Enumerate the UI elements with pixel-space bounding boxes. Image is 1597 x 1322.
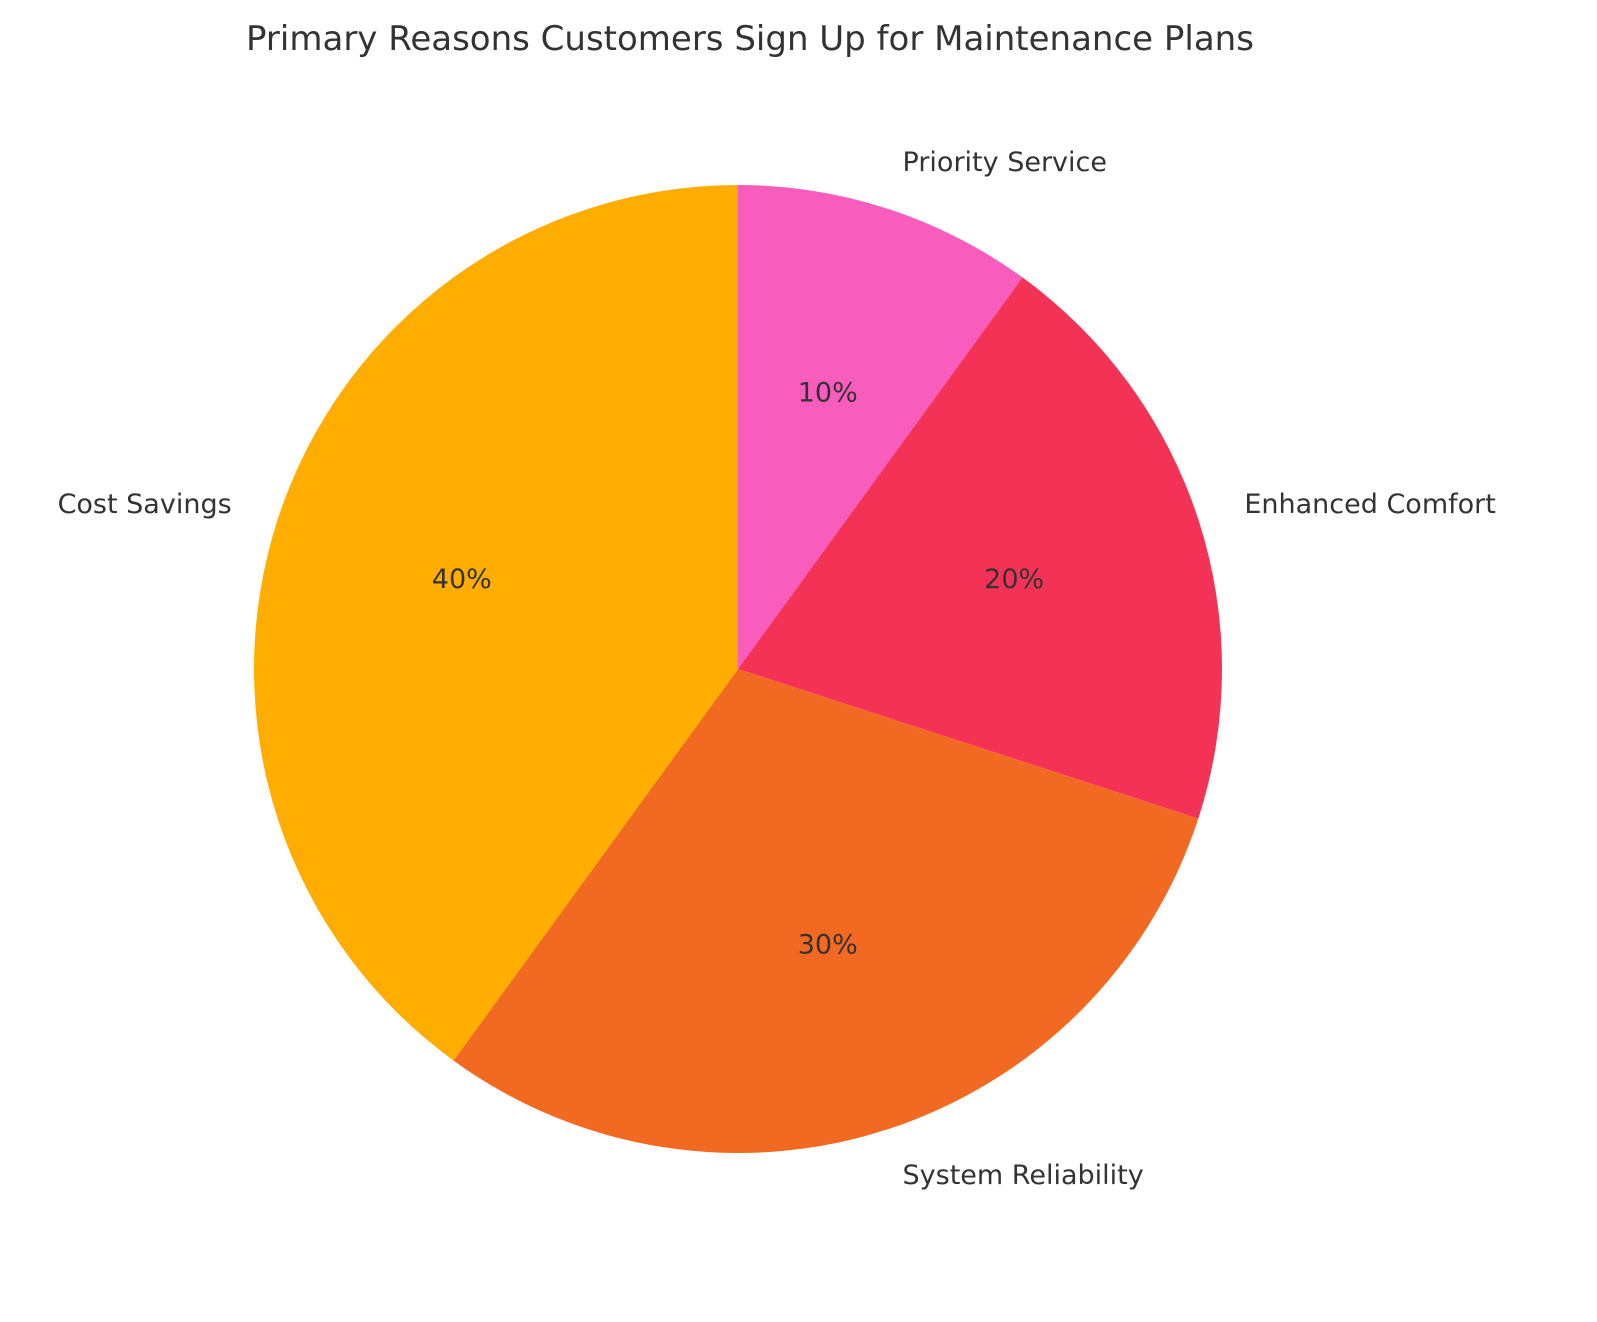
pct-label-cost-savings: 40% — [432, 564, 492, 595]
pct-label-priority-service: 10% — [798, 377, 858, 408]
pie-slices — [254, 185, 1222, 1153]
slice-system-reliability — [453, 669, 1199, 1153]
category-label-enhanced-comfort: Enhanced Comfort — [1244, 489, 1496, 520]
slice-cost-savings — [254, 185, 739, 1061]
pie-labels: 10% Priority Service 20% Enhanced Comfort 30… — [58, 147, 1496, 1191]
pct-label-system-reliability: 30% — [798, 930, 858, 961]
category-label-system-reliability: System Reliability — [903, 1160, 1144, 1191]
chart-title: Primary Reasons Customers Sign Up for Ma… — [246, 19, 1254, 59]
slice-enhanced-comfort — [738, 277, 1222, 819]
category-label-cost-savings: Cost Savings — [58, 489, 232, 520]
slice-priority-service — [738, 185, 1023, 669]
pct-label-enhanced-comfort: 20% — [984, 564, 1044, 595]
category-label-priority-service: Priority Service — [903, 147, 1107, 178]
